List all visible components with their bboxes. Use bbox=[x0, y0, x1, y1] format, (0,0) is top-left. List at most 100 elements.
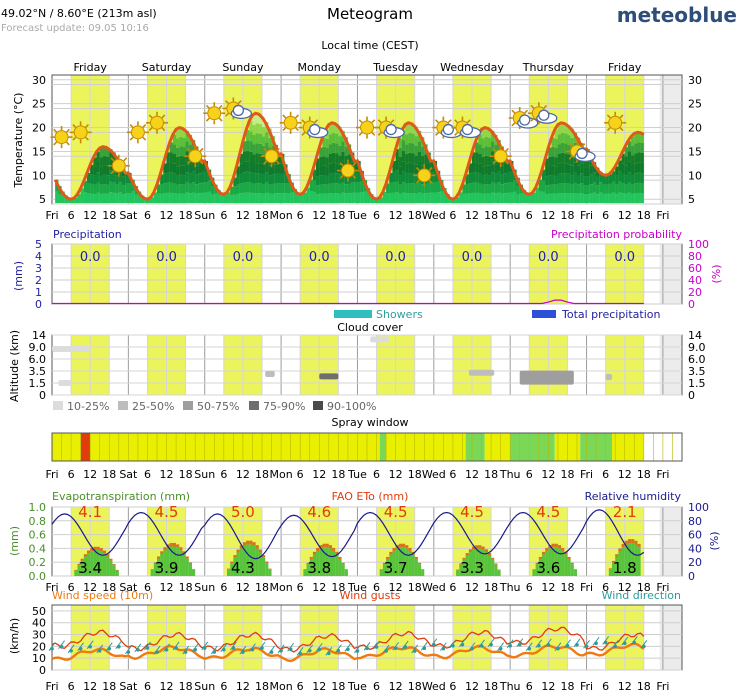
wind-direction-barb bbox=[554, 642, 562, 651]
temp-band-bar bbox=[96, 192, 100, 204]
temp-band-bar bbox=[249, 182, 253, 193]
wind-direction-dot bbox=[451, 644, 455, 648]
temp-band-bar bbox=[487, 156, 492, 166]
temp-band-bar bbox=[373, 197, 377, 204]
sun-ray bbox=[435, 119, 439, 124]
cloud-legend-swatch bbox=[183, 401, 193, 410]
temp-band-bar bbox=[411, 123, 415, 134]
temp-band-bar bbox=[561, 152, 565, 163]
temp-band-bar bbox=[86, 193, 91, 204]
temp-band-bar bbox=[634, 163, 638, 174]
temp-band-bar bbox=[398, 175, 403, 185]
wind-direction-barb bbox=[48, 642, 56, 652]
prec-hidden-x-tick-label: 6 bbox=[526, 0, 533, 3]
prec-hidden-x-tick-label: 18 bbox=[102, 0, 116, 3]
temp-band-bar bbox=[351, 192, 355, 204]
temp-band-bar bbox=[220, 193, 224, 204]
evapo-bar bbox=[402, 547, 406, 576]
temp-band-bar bbox=[347, 183, 352, 194]
evapo-bar bbox=[319, 548, 323, 576]
prec-future-hatch bbox=[659, 244, 682, 304]
spray-x-tick-label: 6 bbox=[526, 468, 533, 481]
fao-eto-bar bbox=[417, 562, 422, 565]
temp-band-bar bbox=[624, 165, 628, 176]
temp-band-bar bbox=[618, 160, 622, 172]
temp-x-tick-label: 12 bbox=[465, 209, 479, 222]
sun-ray bbox=[505, 160, 509, 165]
temp-band-bar bbox=[414, 155, 418, 165]
evapo-bar bbox=[484, 552, 488, 576]
prec-hidden-x-tick-label: 6 bbox=[297, 0, 304, 3]
temp-band-bar bbox=[475, 162, 479, 173]
fao-eto-bar bbox=[545, 547, 549, 551]
fao-eto-bar bbox=[624, 540, 628, 545]
temp-band-bar bbox=[255, 193, 259, 204]
temp-band-bar bbox=[386, 193, 390, 204]
temp-band-bar bbox=[268, 184, 272, 194]
temp-band-bar bbox=[182, 156, 186, 166]
evapo-bar bbox=[612, 562, 616, 576]
fao-eto-bar bbox=[192, 569, 196, 570]
evap-left-tick-label: 0.8 bbox=[29, 515, 47, 528]
temp-band-bar bbox=[551, 165, 555, 175]
wind-x-tick-label: 12 bbox=[160, 680, 174, 693]
temp-band-bar bbox=[605, 193, 609, 204]
temp-band-bar bbox=[252, 134, 256, 145]
sun-icon bbox=[146, 111, 168, 134]
wind-direction-barb bbox=[325, 647, 333, 656]
temp-band-bar bbox=[163, 183, 167, 194]
evapo-bar bbox=[405, 548, 409, 576]
temp-band-bar bbox=[510, 182, 514, 193]
sun-ray bbox=[301, 119, 306, 124]
local-time-label: Local time (CEST) bbox=[321, 39, 418, 52]
temp-x-tick-label: Wed bbox=[422, 209, 446, 222]
temp-band-bar bbox=[548, 166, 552, 176]
sun-ray bbox=[72, 136, 77, 141]
temp-right-tick-label: 10 bbox=[688, 169, 702, 182]
prec-hidden-x-tick-label: 12 bbox=[541, 0, 555, 3]
temp-band-bar bbox=[198, 163, 202, 174]
temp-band-bar bbox=[99, 147, 103, 158]
cloud-cover-title: Cloud cover bbox=[337, 321, 403, 334]
wind-direction-barb bbox=[449, 639, 457, 649]
prec-hidden-x-tick-label: 12 bbox=[160, 0, 174, 3]
temp-band-bar bbox=[96, 151, 100, 162]
fao-eto-bar bbox=[163, 547, 167, 551]
prec-hidden-x-tick-label: Sat bbox=[119, 0, 138, 3]
sun-disc bbox=[283, 115, 298, 130]
temp-band-bar bbox=[500, 184, 504, 194]
fao-eto-bar bbox=[481, 546, 485, 550]
fao-eto-bar bbox=[414, 556, 418, 559]
sun-ray bbox=[428, 166, 433, 171]
meteoblue-logo[interactable]: meteoblue bbox=[617, 3, 737, 27]
temp-band-bar bbox=[487, 147, 492, 157]
sun-ray bbox=[505, 147, 509, 152]
evap-x-tick-label: 6 bbox=[144, 581, 151, 594]
prec-hidden-x-tick-label: 6 bbox=[602, 0, 609, 3]
temp-band-bar bbox=[376, 199, 380, 204]
spray-x-tick-label: 12 bbox=[312, 468, 326, 481]
cloud-puff bbox=[461, 123, 474, 136]
total-precip-legend-label: Total precipitation bbox=[561, 308, 661, 321]
wind-direction-dot bbox=[498, 646, 503, 651]
prec-hidden-x-tick-label: 18 bbox=[637, 0, 651, 3]
sun-disc bbox=[54, 130, 69, 145]
temp-band-bar bbox=[71, 199, 75, 204]
evap-x-tick-label: 18 bbox=[179, 581, 193, 594]
temp-band-bar bbox=[398, 193, 403, 204]
sun-ray bbox=[186, 160, 191, 165]
evapo-bar bbox=[115, 570, 119, 576]
temp-band-bar bbox=[242, 192, 247, 204]
temp-band-bar bbox=[583, 167, 587, 177]
evapo-bar bbox=[112, 565, 116, 576]
temp-band-bar bbox=[481, 138, 485, 148]
evapo-bar bbox=[573, 569, 577, 576]
fao-eto-bar bbox=[462, 557, 466, 560]
evapo-bar bbox=[322, 547, 326, 576]
fao-eto-bar bbox=[96, 546, 100, 550]
sun-cloud-icon bbox=[375, 116, 405, 139]
prec-hidden-x-tick-label: 12 bbox=[465, 0, 479, 3]
wind-direction-dot bbox=[279, 648, 283, 653]
spray-x-tick-label: Thu bbox=[499, 468, 521, 481]
temp-band-bar bbox=[484, 174, 488, 185]
